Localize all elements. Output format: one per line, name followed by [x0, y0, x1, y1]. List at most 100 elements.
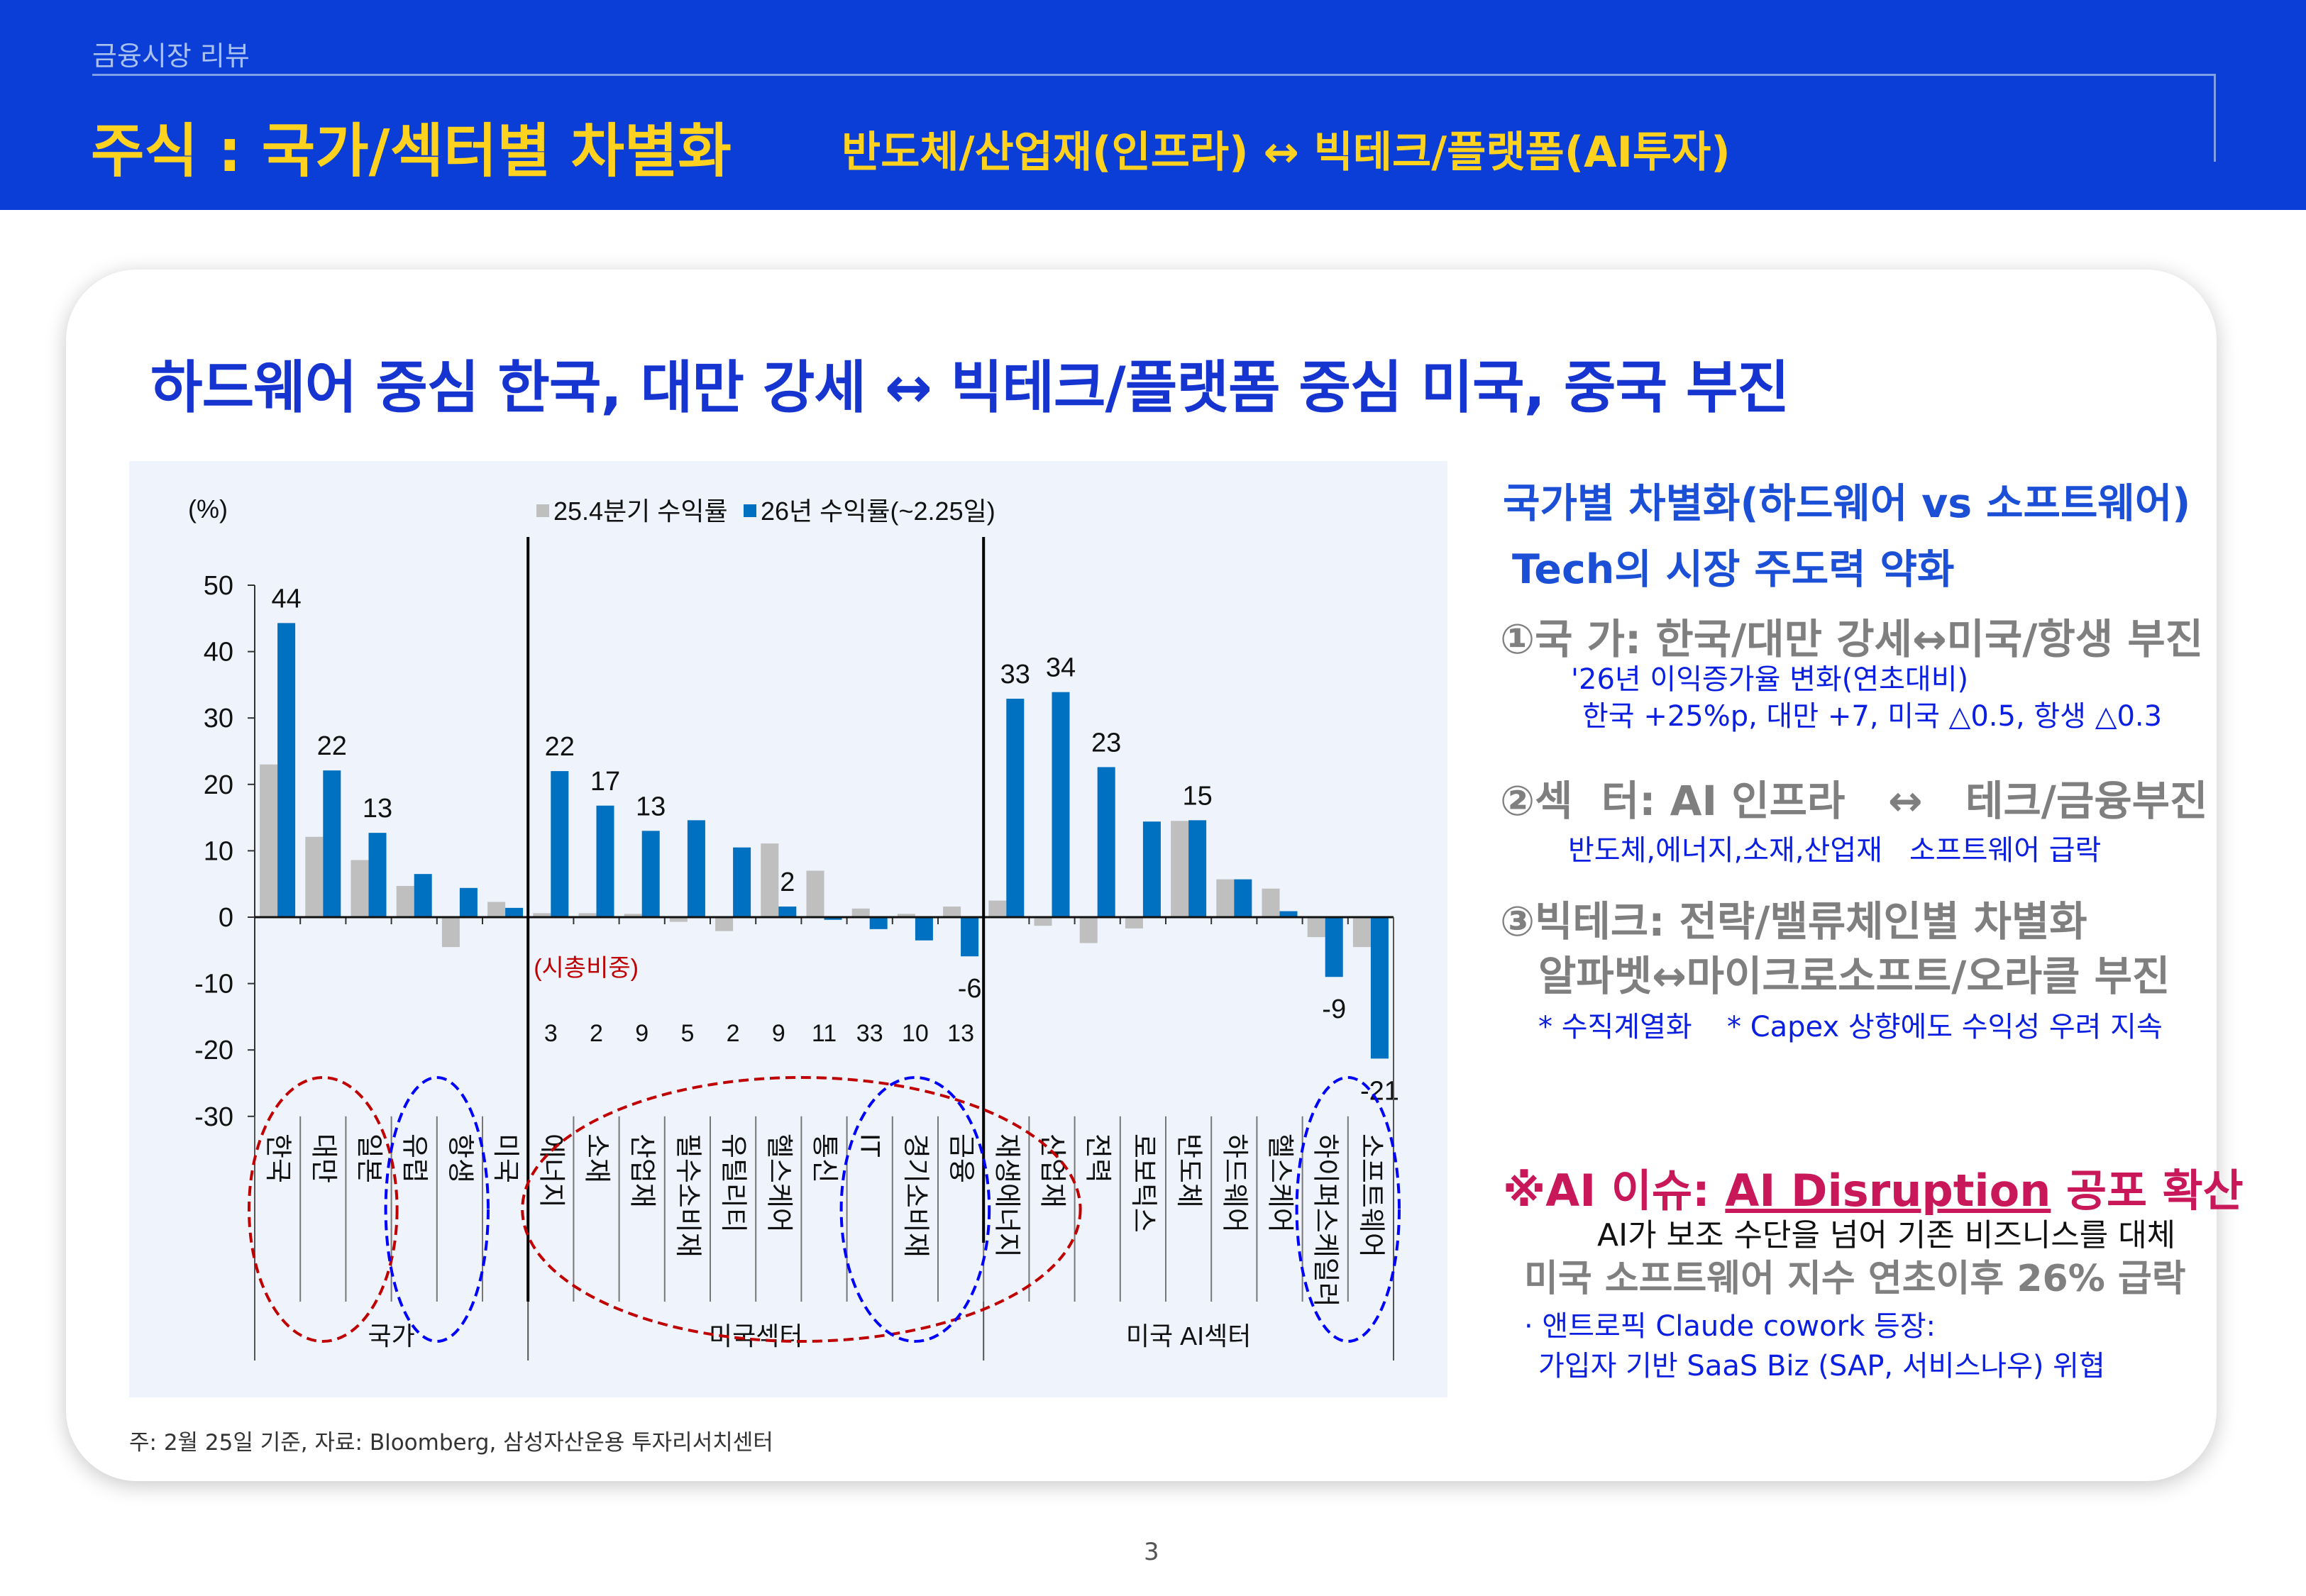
data-label: 17 [590, 767, 620, 797]
bar-2026-return [1370, 917, 1389, 1059]
y-tick-label: -10 [194, 970, 233, 999]
data-label: 15 [1182, 781, 1212, 811]
category-label: 필수소비재 [673, 1134, 702, 1258]
point-bigtech-note2: * Capex 상향에도 수익성 우려 지속 [1727, 1011, 2163, 1043]
market-cap-weight: 10 [902, 1020, 929, 1047]
page-subtitle: 반도체/산업재(인프라) ↔ 빅테크/플랫폼(AI투자) [842, 128, 1731, 177]
bar-2026-return [778, 907, 797, 917]
group-label: 미국 AI섹터 [1126, 1321, 1252, 1351]
market-cap-weight: 3 [544, 1020, 558, 1047]
category-label: 한국 [263, 1134, 292, 1183]
bar-q4-return [715, 917, 734, 931]
bar-2026-return [915, 917, 933, 941]
data-label: 13 [363, 794, 392, 824]
heading-country-divergence: 국가별 차별화(하드웨어 vs 소프트웨어) [1503, 480, 2191, 527]
market-cap-weight: 9 [635, 1020, 649, 1047]
bar-2026-return [368, 833, 387, 917]
bar-q4-return [305, 836, 324, 917]
point-country: ①국 가: 한국/대만 강세↔미국/항생 부진 [1500, 615, 2204, 663]
bar-q4-return [396, 886, 414, 917]
bar-q4-return [669, 917, 688, 922]
bar-2026-return [1142, 821, 1161, 917]
category-label: 재생에너지 [991, 1134, 1021, 1258]
ai-issue-description: AI가 보조 수단을 넘어 기존 비즈니스를 대체 [1597, 1217, 2176, 1253]
y-tick-label: -20 [194, 1036, 233, 1065]
point-country-sub1: '26년 이익증가율 변화(연초대비) [1571, 663, 1969, 696]
category-label: 로보틱스 [1128, 1134, 1158, 1233]
bar-2026-return [1097, 767, 1115, 917]
bar-q4-return [441, 917, 460, 948]
market-cap-weight: 9 [772, 1020, 785, 1047]
bar-q4-return [1216, 879, 1235, 917]
category-label: 헬스케어 [763, 1134, 793, 1233]
bar-q4-return [351, 860, 369, 917]
category-label: 하이퍼스케일러 [1311, 1134, 1340, 1307]
y-tick-label: 0 [219, 903, 233, 933]
category-label: 에너지 [536, 1134, 566, 1208]
category-label: 소재 [582, 1134, 612, 1183]
ai-issue-suffix: 공포 확산 [2051, 1165, 2244, 1217]
market-cap-weight: 5 [680, 1020, 694, 1047]
category-label: 대만 [308, 1134, 338, 1183]
category-label: 미국 [490, 1134, 520, 1183]
legend-label-2026: 26년 수익률(~2.25일) [761, 497, 995, 526]
bar-q4-return [533, 913, 551, 917]
header-divider [92, 74, 2215, 76]
headline: 하드웨어 중심 한국, 대만 강세 ↔ 빅테크/플랫폼 중심 미국, 중국 부진 [150, 355, 1789, 421]
market-cap-weight: 13 [947, 1020, 974, 1047]
point-sector-sub-left: 반도체,에너지,소재,산업재 [1568, 834, 1882, 867]
bar-2026-return [1188, 820, 1207, 917]
bar-q4-return [1125, 917, 1143, 929]
category-label: 유틸리티 [718, 1134, 748, 1233]
bar-2026-return [596, 805, 614, 917]
bar-q4-return [1307, 917, 1325, 938]
data-label: 33 [1000, 660, 1030, 689]
ai-issue-heading: ※AI 이슈: AI Disruption 공포 확산 [1503, 1155, 2244, 1219]
group-label: 국가 [368, 1321, 414, 1351]
highlight-ellipse [1295, 1076, 1401, 1343]
page-number: 3 [1144, 1538, 1159, 1566]
highlight-ellipse [521, 1076, 1082, 1343]
category-label: 산업재 [627, 1134, 657, 1208]
bar-q4-return [1171, 821, 1189, 917]
point-sector-sub-right: 소프트웨어 급락 [1909, 834, 2102, 867]
data-label: 22 [317, 731, 347, 761]
category-label: 일본 [354, 1134, 384, 1183]
bar-2026-return [1234, 879, 1252, 917]
market-cap-weight: 2 [590, 1020, 603, 1047]
market-cap-weight-label: (시총비중) [534, 955, 639, 982]
ai-issue-underlined: AI Disruption [1725, 1165, 2051, 1217]
data-label: 34 [1046, 653, 1076, 683]
bar-q4-return [578, 913, 597, 917]
data-label: -21 [1360, 1076, 1399, 1106]
bar-2026-return [414, 874, 432, 917]
bar-q4-return [988, 900, 1007, 917]
category-label: 소프트웨어 [1356, 1134, 1386, 1258]
bar-2026-return [1052, 692, 1070, 917]
point-bigtech-note1: * 수직계열화 [1538, 1011, 1692, 1043]
bar-2026-return [824, 917, 842, 920]
bar-2026-return [459, 887, 478, 917]
bar-q4-return [943, 907, 961, 917]
bar-2026-return [961, 917, 979, 957]
bar-q4-return [487, 902, 506, 917]
y-tick-label: -30 [194, 1102, 233, 1132]
bar-q4-return [260, 764, 278, 917]
data-label: 22 [545, 732, 575, 762]
legend-swatch-q4 [536, 504, 549, 517]
bar-q4-return [1352, 917, 1371, 948]
highlight-ellipse [384, 1076, 490, 1343]
legend-label-q4: 25.4분기 수익률 [553, 497, 728, 526]
data-label: 23 [1091, 728, 1121, 758]
category-label: IT [855, 1134, 885, 1158]
category-label: 하드웨어 [1219, 1134, 1249, 1233]
category-label: 헬스케어 [1265, 1134, 1295, 1233]
category-label: 유럽 [399, 1134, 429, 1183]
chart-panel [129, 461, 1447, 1397]
y-tick-label: 30 [204, 704, 233, 733]
highlight-ellipse [839, 1076, 991, 1343]
bar-q4-return [1262, 888, 1280, 917]
header-bar [0, 0, 2306, 210]
y-tick-label: 40 [204, 638, 233, 667]
market-cap-weight: 2 [727, 1020, 740, 1047]
